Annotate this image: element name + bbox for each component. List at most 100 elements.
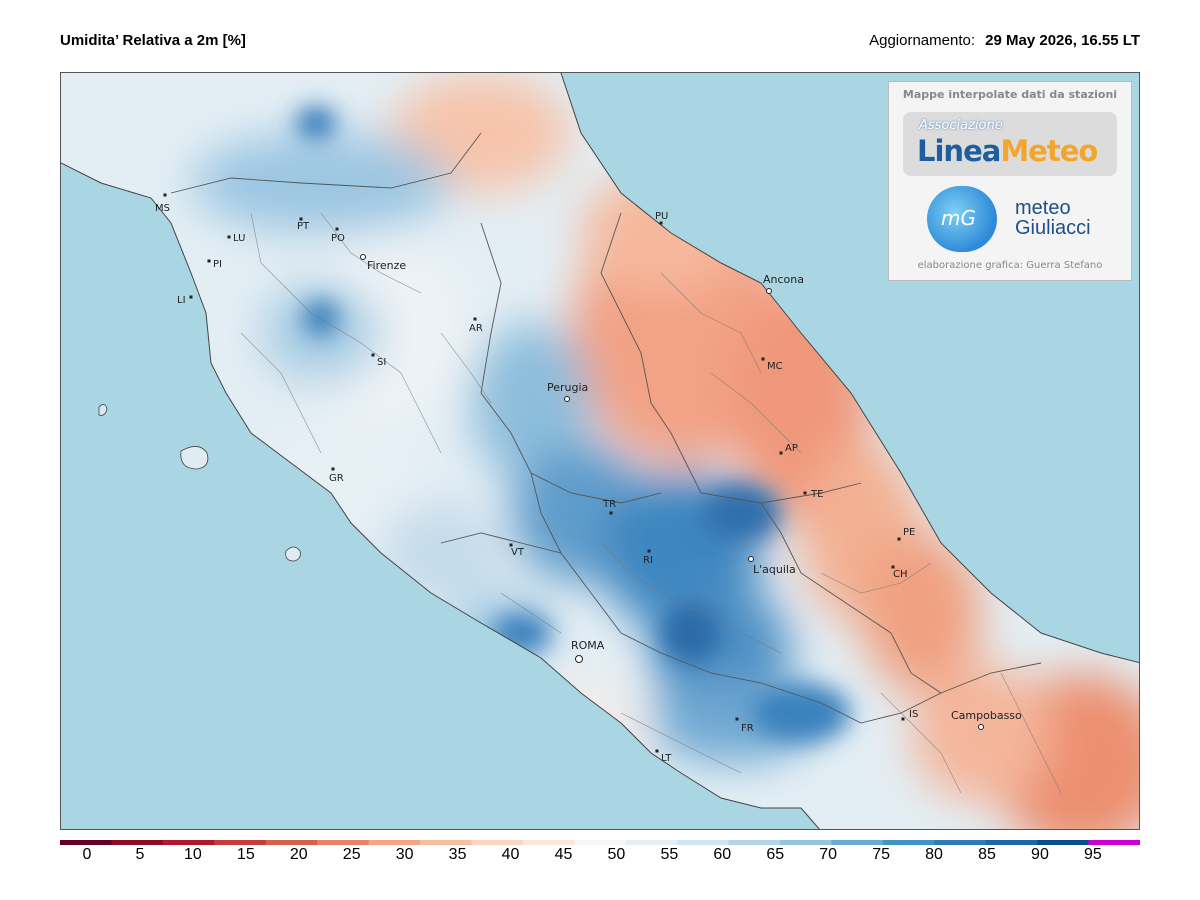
scale-swatch-17	[934, 840, 987, 845]
city-label-9: GR	[329, 473, 344, 484]
lineameteo-name: LineaMeteo	[917, 134, 1098, 168]
scale-swatch-6	[368, 840, 421, 845]
city-marker-1	[227, 235, 231, 239]
city-label-8: SI	[377, 357, 386, 368]
mg-monogram: mG	[941, 206, 976, 230]
city-marker-8	[371, 353, 375, 357]
city-label-19: RI	[643, 555, 653, 566]
scale-tick-label-3: 15	[236, 846, 255, 863]
scale-swatch-1	[111, 840, 164, 845]
scale-swatch-4	[265, 840, 318, 845]
scale-swatch-16	[882, 840, 935, 845]
city-label-25: FR	[741, 723, 754, 734]
color-scale-labels: 0 5 10 15 20 25 30 35 40 45 50 55 60 65 70 75 80 85 90 95	[60, 846, 1140, 868]
city-marker-5	[335, 227, 339, 231]
logo-panel-heading: Mappe interpolate dati da stazioni	[902, 88, 1118, 101]
city-marker-25	[735, 717, 739, 721]
city-marker-22	[575, 655, 583, 663]
scale-tick-label-0: 0	[82, 846, 92, 863]
adriatic-coastline	[560, 73, 1139, 664]
logo-panel: Mappe interpolate dati da stazioni Assoc…	[888, 81, 1132, 281]
island-gorgona	[98, 404, 108, 416]
city-marker-16	[609, 511, 613, 515]
city-label-26: LT	[661, 753, 672, 764]
meteo-giuliacci-icon[interactable]: mG	[927, 186, 997, 252]
scale-swatch-5	[317, 840, 370, 845]
scale-swatch-19	[1037, 840, 1090, 845]
city-marker-7	[473, 317, 477, 321]
city-label-12: MC	[767, 361, 783, 372]
city-label-7: AR	[469, 323, 483, 334]
city-marker-15	[803, 491, 807, 495]
city-label-17: PE	[903, 527, 915, 538]
city-marker-20	[748, 556, 754, 562]
scale-tick-label-5: 25	[342, 846, 361, 863]
province-borders	[240, 212, 1062, 794]
city-label-15: TE	[810, 489, 823, 500]
scale-tick-label-15: 75	[872, 846, 891, 863]
city-label-0: MS	[155, 203, 170, 214]
city-marker-10	[659, 221, 663, 225]
tyrrhenian-coastline	[61, 162, 820, 829]
update-timestamp: 29 May 2026, 16.55 LT	[985, 32, 1140, 49]
island-elba	[180, 446, 209, 470]
city-label-5: PO	[331, 233, 345, 244]
scale-swatch-3	[214, 840, 267, 845]
city-marker-17	[897, 537, 901, 541]
city-label-23: IS	[909, 709, 918, 720]
humidity-map[interactable]: MS LU PI LI PT PO Firenze AR SI GR PU Ancona MC Perug…	[60, 72, 1140, 830]
scale-swatch-12	[677, 840, 730, 845]
city-marker-3	[189, 295, 193, 299]
scale-swatch-14	[780, 840, 832, 845]
map-title: Umidita’ Relativa a 2m [%]	[60, 32, 246, 49]
scale-tick-label-9: 45	[554, 846, 573, 863]
scale-swatch-0	[60, 840, 112, 845]
city-marker-21	[891, 565, 895, 569]
scale-tick-label-13: 65	[766, 846, 785, 863]
city-marker-18	[509, 543, 513, 547]
scale-swatch-7	[420, 840, 472, 845]
scale-tick-label-14: 70	[819, 846, 838, 863]
scale-swatch-13	[728, 840, 781, 845]
scale-tick-label-4: 20	[289, 846, 308, 863]
scale-tick-label-19: 95	[1083, 846, 1102, 863]
city-label-14: AP	[785, 443, 798, 454]
city-marker-4	[299, 217, 303, 221]
graphics-credit: elaborazione grafica: Guerra Stefano	[917, 260, 1103, 271]
lineameteo-association: Associazione	[919, 118, 1003, 133]
city-label-4: PT	[297, 221, 310, 232]
region-borders	[170, 132, 1042, 724]
scale-tick-label-10: 50	[607, 846, 626, 863]
scale-tick-label-1: 5	[135, 846, 145, 863]
city-label-6: Firenze	[367, 259, 406, 272]
city-label-24: Campobasso	[951, 709, 1022, 722]
city-label-1: LU	[233, 233, 245, 244]
city-label-18: VT	[511, 547, 525, 558]
city-label-3: LI	[177, 295, 186, 306]
scale-tick-label-12: 60	[713, 846, 732, 863]
meteo-giuliacci-name[interactable]: meteo Giuliacci	[1015, 197, 1091, 239]
city-label-13: Perugia	[547, 381, 588, 394]
city-marker-12	[761, 357, 765, 361]
scale-swatch-10	[574, 840, 627, 845]
scale-tick-label-18: 90	[1031, 846, 1049, 863]
city-label-16: TR	[602, 499, 616, 510]
scale-tick-label-7: 35	[448, 846, 467, 863]
city-label-21: CH	[893, 569, 908, 580]
city-markers: MS LU PI LI PT PO Firenze AR SI GR PU Ancona MC Perug…	[155, 193, 1022, 764]
update-label: Aggiornamento:	[869, 32, 975, 49]
city-marker-6	[360, 254, 366, 260]
scale-tick-label-6: 30	[395, 846, 414, 863]
update-info: Aggiornamento: 29 May 2026, 16.55 LT	[869, 32, 1140, 49]
city-marker-19	[647, 549, 651, 553]
city-label-20: L'aquila	[753, 563, 796, 576]
scale-swatch-9	[522, 840, 575, 845]
scale-tick-label-11: 55	[660, 846, 679, 863]
scale-swatch-20	[1088, 840, 1140, 845]
island-giglio	[285, 546, 301, 562]
city-marker-14	[779, 451, 783, 455]
city-label-2: PI	[213, 259, 222, 270]
scale-swatch-11	[625, 840, 678, 845]
color-scale-bar	[60, 840, 1140, 845]
lineameteo-logo[interactable]: Associazione LineaMeteo	[903, 112, 1117, 176]
